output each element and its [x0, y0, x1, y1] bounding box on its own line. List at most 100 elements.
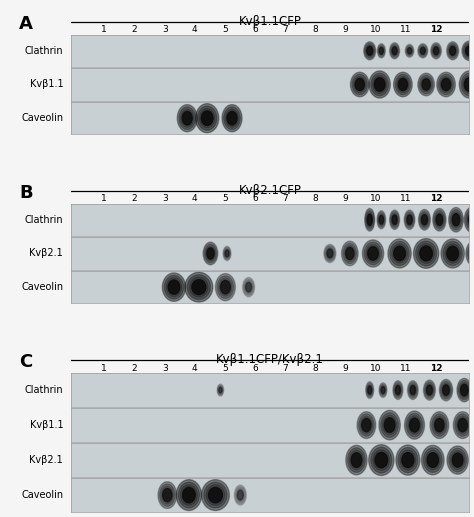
Ellipse shape [471, 218, 474, 222]
Ellipse shape [346, 247, 354, 260]
Ellipse shape [394, 218, 395, 221]
Ellipse shape [392, 215, 397, 224]
Ellipse shape [413, 239, 439, 268]
Text: 5: 5 [222, 194, 228, 203]
Ellipse shape [388, 239, 411, 268]
Ellipse shape [440, 77, 452, 93]
Ellipse shape [190, 277, 208, 297]
Ellipse shape [237, 490, 243, 500]
Ellipse shape [182, 111, 192, 125]
Ellipse shape [455, 218, 457, 222]
Ellipse shape [447, 246, 458, 261]
Ellipse shape [473, 249, 474, 258]
Ellipse shape [447, 42, 459, 60]
Ellipse shape [224, 107, 240, 129]
Ellipse shape [423, 380, 436, 400]
Text: Clathrin: Clathrin [25, 46, 63, 56]
Ellipse shape [203, 242, 218, 265]
Ellipse shape [424, 382, 434, 399]
Ellipse shape [397, 77, 409, 93]
Text: 11: 11 [400, 194, 411, 203]
Ellipse shape [432, 44, 440, 57]
Ellipse shape [163, 489, 172, 502]
Ellipse shape [386, 420, 393, 430]
Ellipse shape [404, 210, 415, 230]
Ellipse shape [326, 248, 334, 260]
Ellipse shape [184, 114, 191, 123]
Ellipse shape [421, 49, 424, 53]
Ellipse shape [350, 72, 369, 97]
Ellipse shape [465, 44, 474, 57]
Ellipse shape [177, 104, 197, 132]
Ellipse shape [378, 82, 382, 87]
Ellipse shape [246, 284, 251, 291]
Ellipse shape [181, 485, 197, 505]
Ellipse shape [357, 412, 376, 438]
Text: 6: 6 [252, 194, 258, 203]
Ellipse shape [466, 80, 473, 89]
Ellipse shape [182, 488, 195, 503]
Ellipse shape [380, 384, 386, 396]
Ellipse shape [209, 488, 222, 503]
Ellipse shape [439, 379, 453, 401]
Ellipse shape [351, 453, 362, 467]
Ellipse shape [368, 48, 372, 54]
Ellipse shape [343, 243, 357, 264]
Ellipse shape [452, 453, 463, 467]
Ellipse shape [182, 111, 192, 125]
Ellipse shape [356, 81, 363, 88]
Ellipse shape [408, 381, 418, 400]
Ellipse shape [246, 282, 252, 292]
Ellipse shape [408, 416, 421, 434]
Ellipse shape [423, 81, 429, 88]
Text: 8: 8 [312, 25, 318, 34]
Ellipse shape [192, 280, 206, 295]
Ellipse shape [172, 285, 176, 290]
Ellipse shape [224, 285, 227, 290]
Ellipse shape [194, 282, 203, 292]
Ellipse shape [433, 416, 446, 434]
Ellipse shape [433, 208, 446, 231]
Ellipse shape [378, 45, 384, 57]
Ellipse shape [467, 242, 474, 265]
Ellipse shape [398, 448, 418, 473]
Ellipse shape [367, 385, 373, 396]
Ellipse shape [418, 244, 435, 263]
Ellipse shape [370, 249, 376, 258]
Ellipse shape [377, 455, 385, 465]
Ellipse shape [436, 421, 443, 430]
Text: 3: 3 [162, 363, 167, 373]
Ellipse shape [207, 248, 214, 259]
Ellipse shape [469, 245, 474, 263]
Ellipse shape [461, 384, 468, 396]
Ellipse shape [369, 445, 394, 476]
Ellipse shape [346, 445, 367, 475]
Ellipse shape [427, 453, 438, 467]
Ellipse shape [410, 385, 416, 395]
Ellipse shape [392, 244, 407, 263]
Ellipse shape [452, 453, 463, 467]
Ellipse shape [449, 45, 456, 57]
Ellipse shape [395, 385, 401, 395]
Ellipse shape [391, 45, 398, 56]
Ellipse shape [419, 45, 427, 57]
Ellipse shape [405, 211, 414, 228]
Ellipse shape [366, 45, 374, 57]
Ellipse shape [355, 79, 365, 90]
Ellipse shape [381, 413, 399, 437]
Ellipse shape [375, 452, 388, 468]
Ellipse shape [428, 388, 430, 392]
Ellipse shape [379, 215, 383, 224]
Ellipse shape [419, 46, 426, 55]
Ellipse shape [380, 217, 383, 223]
Ellipse shape [400, 450, 416, 470]
Ellipse shape [449, 448, 466, 472]
Ellipse shape [409, 382, 417, 398]
Ellipse shape [359, 414, 374, 436]
Ellipse shape [468, 214, 474, 226]
Ellipse shape [409, 218, 410, 221]
Ellipse shape [379, 410, 400, 440]
Ellipse shape [463, 75, 474, 94]
Ellipse shape [435, 418, 444, 432]
Ellipse shape [418, 73, 434, 96]
